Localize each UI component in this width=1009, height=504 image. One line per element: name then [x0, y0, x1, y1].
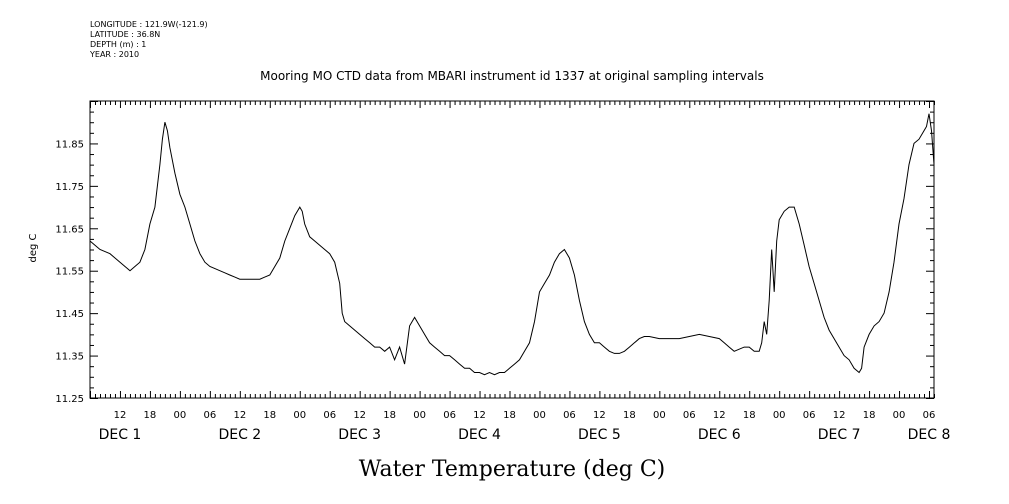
year-label: YEAR : 2010: [90, 50, 140, 59]
x-day-label: DEC 6: [698, 427, 741, 443]
x-tick-label: 18: [623, 410, 636, 421]
x-tick-label: 12: [233, 410, 246, 421]
x-day-label: DEC 2: [218, 427, 261, 443]
x-tick-labels: 12 18 00 06 12 18 00 06 12 18 00 06 12 18 00 06 12 18 00 06…: [114, 410, 936, 421]
plot-frame: [89, 100, 935, 399]
x-tick-label: 00: [413, 410, 426, 421]
x-tick-label: 06: [203, 410, 216, 421]
y-tick-label: 11.65: [55, 224, 84, 235]
x-day-labels: DEC 1 DEC 2 DEC 3 DEC 4 DEC 5 DEC 6 DEC 7 DEC 8: [99, 427, 951, 443]
x-tick-label: 18: [263, 410, 276, 421]
x-tick-label: 00: [653, 410, 666, 421]
x-day-label: DEC 1: [99, 427, 142, 443]
y-tick-label: 11.45: [55, 309, 84, 320]
x-tick-label: 18: [863, 410, 876, 421]
footer-title: Water Temperature (deg C): [359, 457, 666, 482]
x-tick-label: 06: [683, 410, 696, 421]
y-tick-label: 11.75: [55, 182, 84, 193]
y-tick-label: 11.25: [55, 394, 84, 405]
x-tick-label: 00: [174, 410, 187, 421]
x-tick-label: 18: [743, 410, 756, 421]
x-day-label: DEC 4: [458, 427, 501, 443]
x-tick-label: 00: [293, 410, 306, 421]
x-tick-label: 12: [114, 410, 127, 421]
y-axis-label: deg C: [28, 233, 39, 262]
x-tick-label: 06: [323, 410, 336, 421]
x-tick-label: 06: [443, 410, 456, 421]
x-tick-label: 00: [893, 410, 906, 421]
latitude-label: LATITUDE : 36.8N: [90, 30, 161, 39]
x-tick-label: 00: [533, 410, 546, 421]
x-tick-label: 18: [383, 410, 396, 421]
longitude-label: LONGITUDE : 121.9W(-121.9): [90, 20, 208, 29]
x-tick-label: 06: [923, 410, 936, 421]
x-tick-label: 06: [563, 410, 576, 421]
x-tick-label: 12: [833, 410, 846, 421]
x-tick-label: 12: [713, 410, 726, 421]
x-day-label: DEC 5: [578, 427, 621, 443]
depth-label: DEPTH (m) : 1: [90, 40, 147, 49]
y-tick-label: 11.55: [55, 267, 84, 278]
x-tick-label: 00: [773, 410, 786, 421]
y-tick-label: 11.35: [55, 352, 84, 363]
x-tick-label: 18: [144, 410, 157, 421]
x-tick-label: 12: [473, 410, 486, 421]
x-day-label: DEC 8: [908, 427, 951, 443]
water-temperature-line: [89, 113, 935, 376]
x-day-label: DEC 7: [818, 427, 861, 443]
x-day-label: DEC 3: [338, 427, 381, 443]
chart-title: Mooring MO CTD data from MBARI instrumen…: [260, 69, 764, 83]
y-tick-labels: 11.25 11.35 11.45 11.55 11.65 11.75 11.85: [55, 139, 84, 405]
header-metadata: LONGITUDE : 121.9W(-121.9) LATITUDE : 36…: [90, 20, 208, 60]
axis-ticks: [90, 101, 935, 399]
x-tick-label: 06: [803, 410, 816, 421]
x-tick-label: 12: [593, 410, 606, 421]
x-tick-label: 18: [503, 410, 516, 421]
y-tick-label: 11.85: [55, 139, 84, 150]
x-tick-label: 12: [353, 410, 366, 421]
